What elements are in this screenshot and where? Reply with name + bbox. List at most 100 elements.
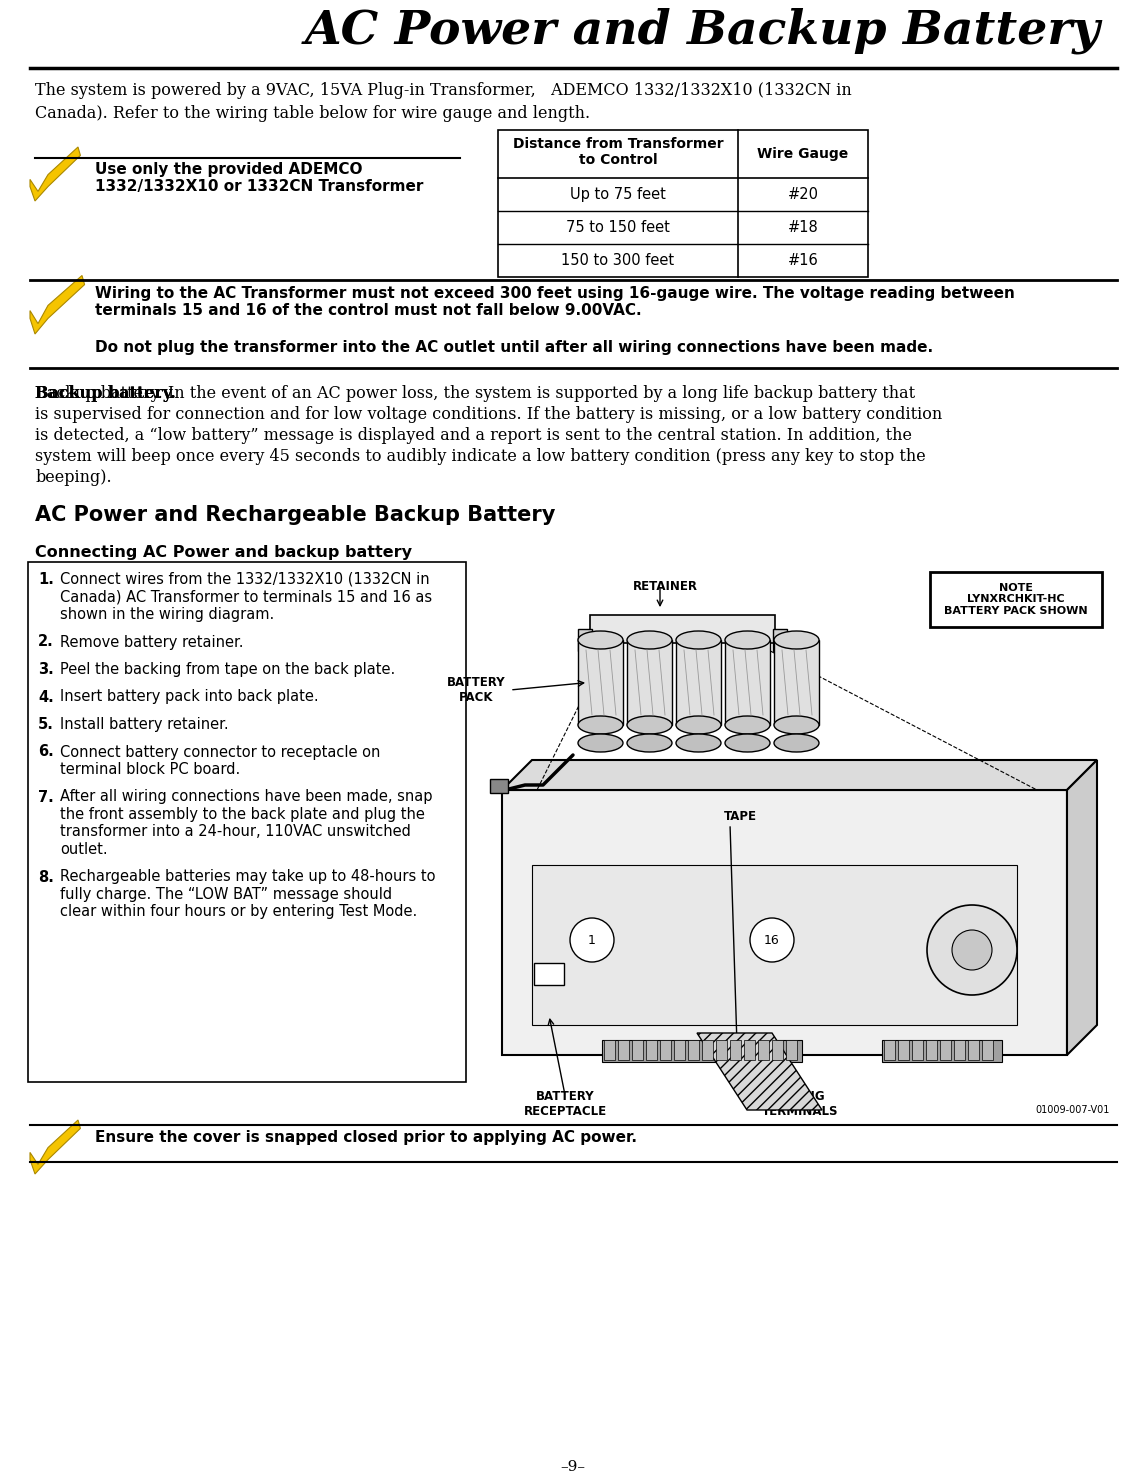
Text: Rechargeable batteries may take up to 48-hours to
fully charge. The “LOW BAT” me: Rechargeable batteries may take up to 48… — [60, 870, 436, 919]
Text: 7.: 7. — [38, 790, 54, 805]
Polygon shape — [697, 1033, 822, 1110]
Text: 1: 1 — [588, 934, 596, 947]
Text: AC Power and Rechargeable Backup Battery: AC Power and Rechargeable Backup Battery — [36, 505, 555, 525]
Text: BATTERY
RECEPTACLE: BATTERY RECEPTACLE — [523, 1089, 607, 1117]
Text: Use only the provided ADEMCO
1332/1332X10 or 1332CN Transformer: Use only the provided ADEMCO 1332/1332X1… — [95, 162, 423, 194]
Ellipse shape — [725, 734, 770, 751]
Text: –9–: –9– — [561, 1460, 585, 1475]
Bar — [772, 1040, 783, 1060]
Bar — [982, 1040, 993, 1060]
Ellipse shape — [774, 631, 819, 649]
Text: Wire Gauge: Wire Gauge — [757, 147, 849, 162]
Bar — [930, 572, 1102, 627]
Text: Backup battery. In the event of an AC power loss, the system is supported by a l: Backup battery. In the event of an AC po… — [36, 385, 915, 402]
Text: TAPE: TAPE — [724, 811, 757, 823]
Bar — [532, 865, 1017, 1026]
Ellipse shape — [725, 716, 770, 734]
Bar — [660, 1040, 671, 1060]
Bar — [627, 640, 672, 725]
Bar — [535, 963, 564, 986]
Bar — [773, 628, 787, 651]
Text: Backup battery.: Backup battery. — [36, 385, 175, 402]
Text: 75 to 150 feet: 75 to 150 feet — [567, 219, 670, 236]
Bar — [674, 1040, 685, 1060]
Text: Ensure the cover is snapped closed prior to applying AC power.: Ensure the cover is snapped closed prior… — [95, 1129, 637, 1146]
Circle shape — [952, 931, 992, 971]
Text: 3.: 3. — [38, 662, 54, 677]
Polygon shape — [502, 760, 1097, 790]
Text: 150 to 300 feet: 150 to 300 feet — [561, 253, 674, 268]
Bar — [688, 1040, 699, 1060]
Bar — [954, 1040, 965, 1060]
Text: 16: 16 — [764, 934, 780, 947]
Bar — [578, 628, 592, 651]
Bar — [646, 1040, 657, 1060]
Ellipse shape — [676, 716, 721, 734]
Text: RETAINER: RETAINER — [632, 579, 697, 593]
Bar — [498, 130, 868, 277]
Ellipse shape — [774, 716, 819, 734]
FancyBboxPatch shape — [590, 615, 775, 643]
Text: AC Power and Backup Battery: AC Power and Backup Battery — [304, 7, 1100, 55]
Text: 6.: 6. — [38, 744, 54, 759]
Ellipse shape — [676, 631, 721, 649]
Circle shape — [570, 917, 614, 962]
Text: The system is powered by a 9VAC, 15VA Plug-in Transformer,   ADEMCO 1332/1332X10: The system is powered by a 9VAC, 15VA Pl… — [36, 82, 852, 99]
Bar — [604, 1040, 615, 1060]
Ellipse shape — [725, 631, 770, 649]
Bar — [729, 1040, 741, 1060]
Text: Connecting AC Power and backup battery: Connecting AC Power and backup battery — [36, 545, 412, 560]
Text: Connect battery connector to receptacle on
terminal block PC board.: Connect battery connector to receptacle … — [60, 744, 381, 777]
Text: Install battery retainer.: Install battery retainer. — [60, 717, 228, 732]
Circle shape — [750, 917, 794, 962]
Text: Connect wires from the 1332/1332X10 (1332CN in
Canada) AC Transformer to termina: Connect wires from the 1332/1332X10 (133… — [60, 572, 432, 622]
Bar — [578, 640, 623, 725]
Text: beeping).: beeping). — [36, 468, 111, 486]
Text: Canada). Refer to the wiring table below for wire gauge and length.: Canada). Refer to the wiring table below… — [36, 105, 590, 122]
Text: is detected, a “low battery” message is displayed and a report is sent to the ce: is detected, a “low battery” message is … — [36, 427, 912, 445]
Bar — [502, 790, 1067, 1055]
Polygon shape — [30, 147, 80, 202]
Bar — [926, 1040, 937, 1060]
Polygon shape — [30, 1120, 80, 1174]
Bar — [758, 1040, 768, 1060]
Text: Do not plug the transformer into the AC outlet until after all wiring connection: Do not plug the transformer into the AC … — [95, 339, 934, 356]
Text: 2.: 2. — [38, 634, 54, 649]
Circle shape — [927, 906, 1017, 994]
Text: 4.: 4. — [38, 689, 54, 704]
Bar — [744, 1040, 755, 1060]
Bar — [676, 640, 721, 725]
Text: Backup battery.: Backup battery. — [36, 385, 175, 402]
Ellipse shape — [627, 734, 672, 751]
Bar — [786, 1040, 797, 1060]
Bar — [725, 640, 770, 725]
Ellipse shape — [578, 631, 623, 649]
Ellipse shape — [627, 631, 672, 649]
Text: 1.: 1. — [38, 572, 54, 587]
Text: #16: #16 — [788, 253, 818, 268]
Bar — [941, 1040, 951, 1060]
Text: Up to 75 feet: Up to 75 feet — [570, 187, 666, 202]
Text: Insert battery pack into back plate.: Insert battery pack into back plate. — [60, 689, 319, 704]
Polygon shape — [30, 276, 85, 333]
Bar — [28, 562, 466, 1082]
Text: After all wiring connections have been made, snap
the front assembly to the back: After all wiring connections have been m… — [60, 790, 432, 857]
Text: Remove battery retainer.: Remove battery retainer. — [60, 634, 243, 649]
Bar — [490, 780, 508, 793]
Bar — [632, 1040, 643, 1060]
Text: #20: #20 — [788, 187, 819, 202]
Text: system will beep once every 45 seconds to audibly indicate a low battery conditi: system will beep once every 45 seconds t… — [36, 448, 926, 465]
Text: 5.: 5. — [38, 717, 54, 732]
Text: WIRING
TERMINALS: WIRING TERMINALS — [762, 1089, 838, 1117]
Bar — [968, 1040, 980, 1060]
Bar — [774, 640, 819, 725]
Bar — [602, 1040, 802, 1063]
Text: 8.: 8. — [38, 870, 54, 885]
Polygon shape — [1067, 760, 1097, 1055]
Ellipse shape — [578, 716, 623, 734]
Bar — [702, 1040, 713, 1060]
Bar — [882, 1040, 1002, 1063]
Ellipse shape — [578, 734, 623, 751]
Bar — [898, 1040, 910, 1060]
Text: Wiring to the AC Transformer must not exceed 300 feet using 16-gauge wire. The v: Wiring to the AC Transformer must not ex… — [95, 286, 1015, 319]
